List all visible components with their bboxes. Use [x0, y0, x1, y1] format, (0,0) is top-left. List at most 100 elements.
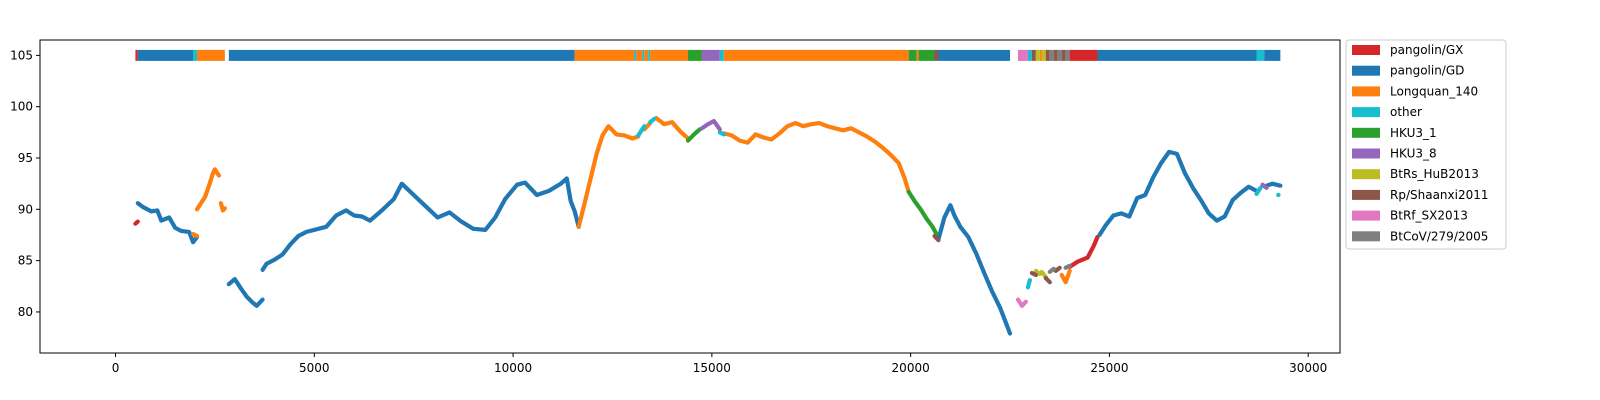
- x-tick-label: 0: [112, 361, 120, 375]
- top-bar-segment-btrs-hub2013: [1035, 49, 1040, 61]
- y-tick-label: 95: [18, 151, 33, 165]
- legend-swatch: [1352, 86, 1380, 97]
- legend-swatch: [1352, 148, 1380, 159]
- top-bar-segment-longquan-140: [574, 49, 635, 61]
- legend-item-rp-shaanxi2011: Rp/Shaanxi2011: [1352, 188, 1489, 202]
- top-bar-segment-longquan-140: [1039, 49, 1042, 61]
- series-trace: [133, 219, 140, 226]
- series-trace: [1264, 181, 1283, 188]
- top-bar-segment-rp-shaanxi2011: [1045, 49, 1050, 61]
- series-trace: [1059, 268, 1072, 285]
- legend-item-btrs-hub2013: BtRs_HuB2013: [1352, 167, 1479, 181]
- series-trace: [1047, 266, 1056, 274]
- top-bar-segment-other: [719, 49, 724, 61]
- y-tick-label: 100: [10, 100, 33, 114]
- top-bar-segment-other: [648, 49, 651, 61]
- top-bar-segment-longquan-140: [650, 49, 689, 61]
- legend-label: HKU3_1: [1390, 126, 1437, 140]
- top-bar-segment-rp-shaanxi2011: [934, 49, 939, 61]
- series-trace: [226, 277, 265, 308]
- series-trace: [906, 189, 939, 237]
- series-trace: [648, 116, 657, 125]
- series-trace: [194, 167, 221, 212]
- series-trace: [1063, 263, 1072, 270]
- x-tick-label: 25000: [1090, 361, 1128, 375]
- top-bar-segment-longquan-140: [197, 49, 225, 61]
- series-trace: [260, 176, 581, 272]
- legend-label: Longquan_140: [1390, 84, 1478, 98]
- legend-item-hku3-1: HKU3_1: [1352, 126, 1437, 140]
- axes: 0 5000 10000 15000 20000 25000 30000 80 85 90 95 10…: [10, 48, 1327, 375]
- series-trace: [1033, 268, 1042, 277]
- series-trace: [721, 121, 911, 194]
- top-bar-segment-longquan-140: [636, 49, 643, 61]
- legend-label: pangolin/GD: [1390, 64, 1464, 78]
- top-bar-segment-rp-shaanxi2011: [1053, 49, 1058, 61]
- top-bar: [135, 49, 1281, 61]
- legend-item-btcov-279-2005: BtCoV/279/2005: [1352, 229, 1488, 243]
- legend-swatch: [1352, 210, 1380, 221]
- y-tick-label: 80: [18, 305, 33, 319]
- legend-label: other: [1390, 105, 1422, 119]
- x-tick-label: 10000: [494, 361, 532, 375]
- y-tick-label: 105: [10, 48, 33, 62]
- legend-label: pangolin/GX: [1390, 43, 1463, 57]
- top-bar-segment-hku3-1: [908, 49, 917, 61]
- series-pangolin-gx: [133, 219, 1100, 269]
- series-btcov-279-2005: [1047, 263, 1072, 274]
- series-trace: [1043, 276, 1052, 285]
- series-trace: [1260, 182, 1269, 190]
- top-bar-segment-longquan-140: [723, 49, 909, 61]
- series-trace: [936, 203, 1013, 336]
- x-tick-label: 5000: [299, 361, 330, 375]
- legend-swatch: [1352, 127, 1380, 138]
- top-bar-segment-btcov-279-2005: [1049, 49, 1054, 61]
- y-tick-label: 85: [18, 254, 33, 268]
- legend-item-pangolin-gx: pangolin/GX: [1352, 43, 1463, 57]
- top-bar-segment-rp-shaanxi2011: [1031, 49, 1036, 61]
- top-bar-segment-pangolin-gd: [137, 49, 194, 61]
- series-trace: [1025, 278, 1032, 290]
- legend-item-longquan-140: Longquan_140: [1352, 84, 1478, 98]
- data-point: [1276, 192, 1281, 198]
- series-trace: [932, 233, 941, 243]
- legend-swatch: [1352, 189, 1380, 200]
- top-bar-segment-longquan-140: [644, 49, 649, 61]
- legend-item-pangolin-gd: pangolin/GD: [1352, 64, 1464, 78]
- series-rp-shaanxi2011: [932, 233, 1062, 285]
- series-trace: [717, 130, 726, 137]
- series-trace: [191, 231, 200, 239]
- legend-label: Rp/Shaanxi2011: [1390, 188, 1489, 202]
- legend-item-other: other: [1352, 105, 1422, 119]
- series-trace: [1015, 297, 1028, 308]
- legend-swatch: [1352, 231, 1380, 242]
- top-bar-segment-btcov-279-2005: [1065, 49, 1070, 61]
- legend-swatch: [1352, 107, 1380, 118]
- plot-area: [133, 49, 1283, 336]
- top-bar-segment-rp-shaanxi2011: [1061, 49, 1066, 61]
- series-trace: [1097, 149, 1259, 238]
- legend-swatch: [1352, 65, 1380, 76]
- series-pangolin-gd: [135, 149, 1283, 336]
- series-hku3-8: [699, 119, 1269, 190]
- x-tick-label: 20000: [892, 361, 930, 375]
- legend-label: HKU3_8: [1390, 147, 1437, 161]
- series-trace: [685, 127, 702, 143]
- top-bar-segment-pangolin-gd: [938, 49, 1011, 61]
- top-bar-segment-other: [193, 49, 198, 61]
- x-tick-label: 30000: [1289, 361, 1327, 375]
- x-tick-label: 15000: [693, 361, 731, 375]
- legend-label: BtRf_SX2013: [1390, 209, 1468, 223]
- series-trace: [576, 124, 641, 229]
- series-other: [636, 116, 1281, 290]
- legend-item-hku3-8: HKU3_8: [1352, 147, 1437, 161]
- legend-frame: [1345, 39, 1507, 250]
- series-trace: [654, 115, 691, 141]
- top-bar-segment-other: [1027, 49, 1032, 61]
- legend-label: BtCoV/279/2005: [1390, 229, 1488, 243]
- series-trace: [636, 124, 647, 138]
- legend-swatch: [1352, 169, 1380, 180]
- top-bar-segment-pangolin-gd: [228, 49, 575, 61]
- series-trace: [1254, 185, 1263, 196]
- legend-item-btrf-sx2013: BtRf_SX2013: [1352, 209, 1468, 223]
